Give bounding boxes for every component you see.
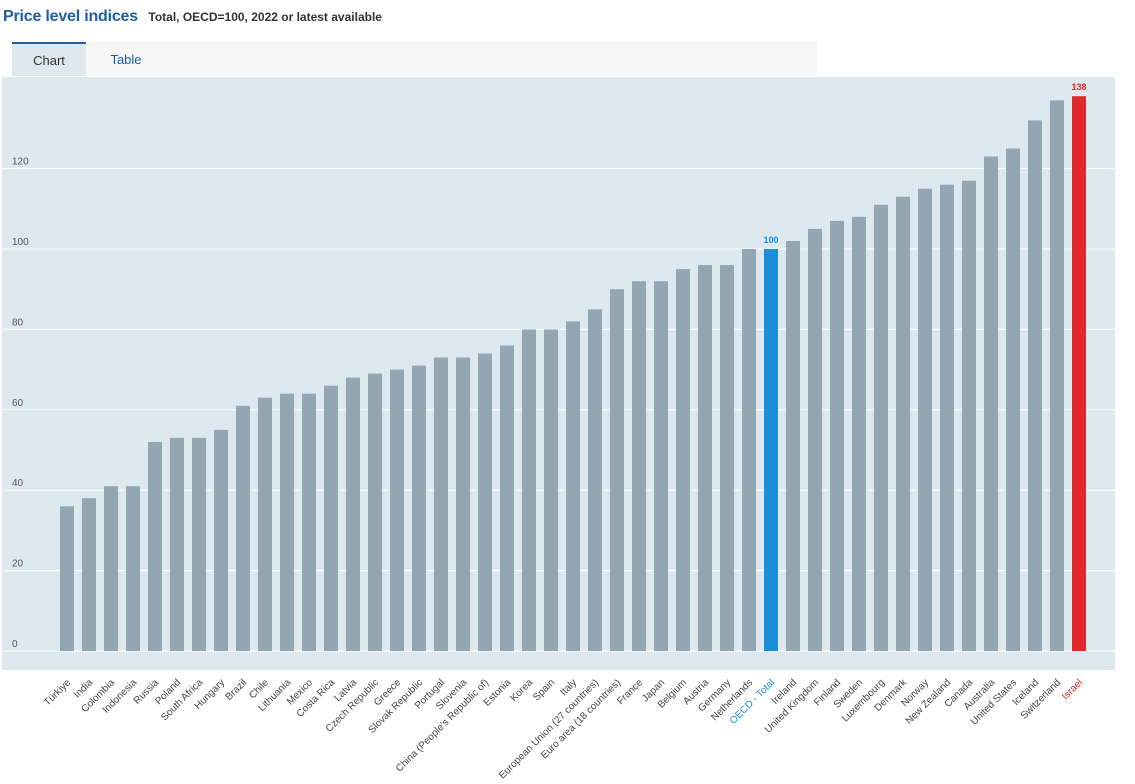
y-tick-label: 120 (12, 157, 29, 168)
bar[interactable] (984, 156, 998, 652)
x-tick-label: Türkiye (42, 677, 73, 708)
x-tick-label: Korea (508, 677, 535, 704)
bar[interactable] (676, 269, 690, 651)
view-tabs: Chart Table (12, 42, 817, 76)
bar[interactable] (764, 249, 778, 651)
bar[interactable] (742, 249, 756, 651)
x-tick-label: Brazil (224, 677, 249, 702)
bar[interactable] (962, 180, 976, 651)
bar[interactable] (236, 405, 250, 651)
bar[interactable] (1050, 100, 1064, 652)
bar[interactable] (786, 241, 800, 651)
bar[interactable] (654, 281, 668, 651)
data-label: 100 (763, 235, 778, 245)
bar[interactable] (368, 373, 382, 651)
bar[interactable] (478, 353, 492, 652)
x-tick-label: Israel (1060, 677, 1085, 702)
bar[interactable] (302, 393, 316, 651)
bar[interactable] (566, 321, 580, 651)
bar[interactable] (192, 437, 206, 651)
data-label: 138 (1071, 82, 1086, 92)
y-tick-label: 60 (12, 398, 24, 409)
chart-header: Price level indices Total, OECD=100, 202… (3, 8, 382, 32)
bar[interactable] (632, 281, 646, 651)
bar[interactable] (456, 357, 470, 652)
bar[interactable] (1072, 96, 1086, 651)
bar[interactable] (412, 365, 426, 651)
bar[interactable] (522, 329, 536, 651)
y-tick-label: 0 (12, 639, 18, 650)
y-tick-label: 40 (12, 478, 24, 489)
tab-table[interactable]: Table (110, 52, 142, 67)
bar[interactable] (148, 442, 162, 651)
bar[interactable] (126, 486, 140, 651)
bar[interactable] (214, 429, 228, 651)
bar[interactable] (588, 309, 602, 651)
y-tick-label: 20 (12, 559, 24, 570)
bar[interactable] (82, 498, 96, 651)
bar[interactable] (346, 377, 360, 651)
bar[interactable] (1006, 148, 1020, 652)
bar[interactable] (852, 216, 866, 652)
chart-subtitle: Total, OECD=100, 2022 or latest availabl… (148, 10, 382, 24)
bar[interactable] (434, 357, 448, 652)
y-tick-label: 100 (12, 237, 29, 248)
bar[interactable] (698, 265, 712, 651)
x-tick-label: Spain (531, 677, 557, 703)
bar[interactable] (280, 393, 294, 651)
bar[interactable] (720, 265, 734, 651)
bar[interactable] (610, 289, 624, 651)
bar[interactable] (896, 196, 910, 651)
chart-title: Price level indices (3, 8, 138, 25)
bar[interactable] (940, 184, 954, 651)
bar[interactable] (830, 220, 844, 651)
bar[interactable] (1028, 120, 1042, 651)
tab-chart[interactable]: Chart (12, 42, 86, 76)
bar[interactable] (390, 369, 404, 651)
y-tick-label: 80 (12, 317, 24, 328)
x-tick-label: France (615, 677, 645, 707)
bar[interactable] (60, 506, 74, 651)
bar[interactable] (544, 329, 558, 651)
bar[interactable] (324, 385, 338, 651)
bar[interactable] (808, 228, 822, 651)
bar[interactable] (104, 486, 118, 651)
bar[interactable] (874, 204, 888, 652)
bar[interactable] (170, 437, 184, 651)
bar[interactable] (918, 188, 932, 651)
bar[interactable] (258, 397, 272, 651)
bar[interactable] (500, 345, 514, 652)
